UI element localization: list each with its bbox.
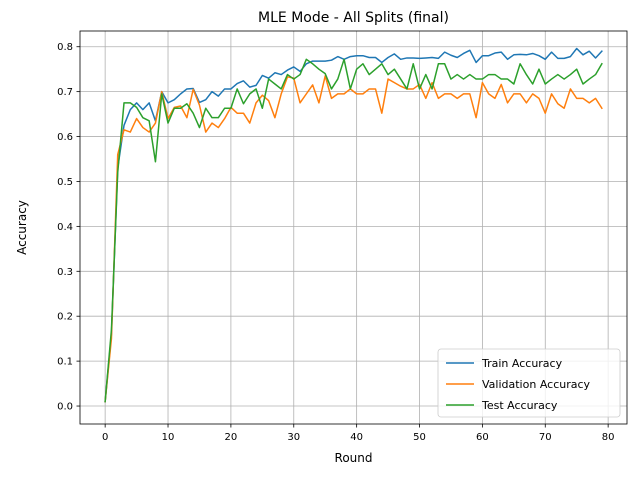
legend-entry: Validation Accuracy <box>446 378 591 391</box>
y-axis: 0.0 0.1 0.2 0.3 0.4 0.5 0.6 0.7 0.8 <box>57 42 80 413</box>
y-tick-label: 0.4 <box>57 222 73 233</box>
legend-label: Test Accuracy <box>481 399 558 412</box>
series-line-validation-accuracy <box>104 75 603 403</box>
y-tick-label: 0.7 <box>57 87 73 98</box>
x-tick-label: 50 <box>413 432 426 443</box>
x-tick-label: 80 <box>602 432 615 443</box>
y-tick-label: 0.8 <box>57 42 73 53</box>
legend-box <box>437 348 621 418</box>
legend-label: Train Accuracy <box>481 357 563 370</box>
y-tick-label: 0.0 <box>57 402 73 413</box>
y-tick-label: 0.1 <box>57 357 73 368</box>
legend-entry: Train Accuracy <box>446 357 563 370</box>
legend-entry: Test Accuracy <box>446 399 558 412</box>
x-tick-label: 60 <box>476 432 489 443</box>
y-tick-label: 0.3 <box>57 267 73 278</box>
x-tick-label: 70 <box>539 432 552 443</box>
y-tick-label: 0.5 <box>57 177 73 188</box>
x-tick-label: 40 <box>350 432 363 443</box>
y-axis-label: Accuracy <box>15 200 29 255</box>
plot-frame <box>79 30 628 425</box>
series-line-train-accuracy <box>104 47 603 403</box>
x-tick-label: 20 <box>225 432 238 443</box>
y-tick-label: 0.2 <box>57 312 73 323</box>
chart-title: MLE Mode - All Splits (final) <box>258 10 449 26</box>
x-tick-label: 0 <box>102 432 108 443</box>
x-axis: 0 10 20 30 40 50 60 70 80 <box>102 424 615 443</box>
x-tick-label: 30 <box>287 432 300 443</box>
series-line-test-accuracy <box>104 58 603 403</box>
legend-label: Validation Accuracy <box>482 378 591 391</box>
series-layer <box>104 47 603 403</box>
y-tick-label: 0.6 <box>57 132 73 143</box>
x-axis-label: Round <box>335 451 373 465</box>
legend: Train Accuracy Validation Accuracy Test Ac… <box>437 348 621 418</box>
x-tick-label: 10 <box>162 432 175 443</box>
